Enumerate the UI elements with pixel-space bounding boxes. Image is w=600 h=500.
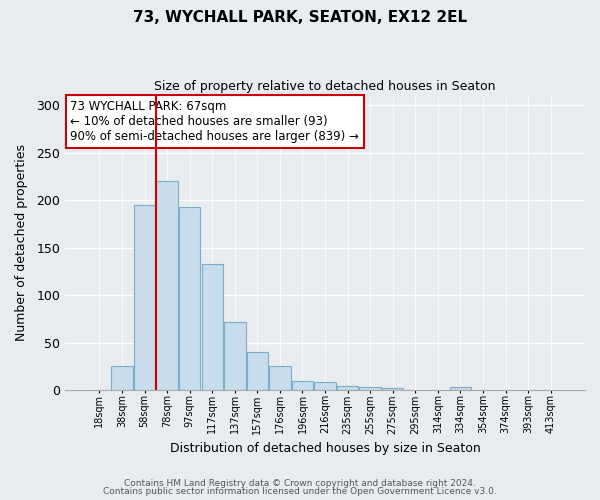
Bar: [382, 388, 403, 390]
Bar: [359, 387, 381, 390]
Text: 73 WYCHALL PARK: 67sqm
← 10% of detached houses are smaller (93)
90% of semi-det: 73 WYCHALL PARK: 67sqm ← 10% of detached…: [70, 100, 359, 143]
Title: Size of property relative to detached houses in Seaton: Size of property relative to detached ho…: [154, 80, 496, 93]
Text: Contains HM Land Registry data © Crown copyright and database right 2024.: Contains HM Land Registry data © Crown c…: [124, 478, 476, 488]
Bar: [337, 386, 358, 390]
Bar: [111, 366, 133, 390]
Bar: [269, 366, 290, 390]
Bar: [202, 264, 223, 390]
Bar: [292, 380, 313, 390]
Y-axis label: Number of detached properties: Number of detached properties: [15, 144, 28, 342]
Bar: [157, 181, 178, 390]
Bar: [247, 352, 268, 390]
Bar: [314, 382, 336, 390]
X-axis label: Distribution of detached houses by size in Seaton: Distribution of detached houses by size …: [170, 442, 481, 455]
Bar: [449, 387, 471, 390]
Text: Contains public sector information licensed under the Open Government Licence v3: Contains public sector information licen…: [103, 487, 497, 496]
Text: 73, WYCHALL PARK, SEATON, EX12 2EL: 73, WYCHALL PARK, SEATON, EX12 2EL: [133, 10, 467, 25]
Bar: [224, 322, 245, 390]
Bar: [179, 206, 200, 390]
Bar: [134, 205, 155, 390]
